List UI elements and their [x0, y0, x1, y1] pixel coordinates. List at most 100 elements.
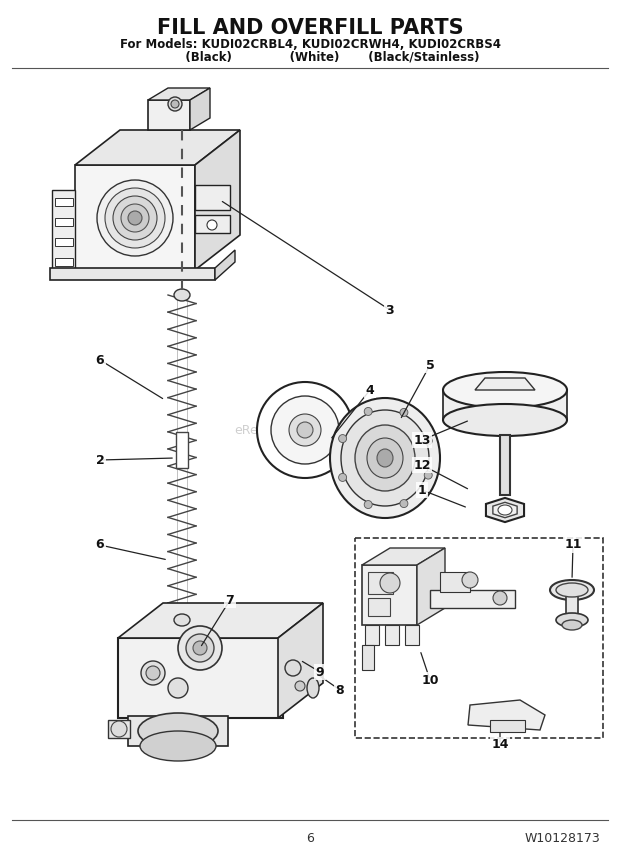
Polygon shape — [215, 250, 235, 280]
Text: For Models: KUDI02CRBL4, KUDI02CRWH4, KUDI02CRBS4: For Models: KUDI02CRBL4, KUDI02CRWH4, KU… — [120, 38, 500, 51]
Ellipse shape — [424, 437, 432, 445]
Text: 2: 2 — [95, 454, 104, 467]
Text: 10: 10 — [421, 674, 439, 687]
Text: eReplacementParts.com: eReplacementParts.com — [234, 424, 386, 437]
Polygon shape — [52, 190, 75, 270]
Bar — [75, 165, 195, 270]
Ellipse shape — [424, 471, 432, 479]
Polygon shape — [190, 88, 210, 130]
Text: 6: 6 — [306, 831, 314, 845]
Ellipse shape — [443, 404, 567, 436]
Bar — [55, 238, 73, 246]
Ellipse shape — [193, 641, 207, 655]
Bar — [405, 625, 419, 645]
Polygon shape — [443, 390, 567, 420]
Text: 4: 4 — [366, 383, 374, 396]
Ellipse shape — [121, 204, 149, 232]
Ellipse shape — [443, 372, 567, 408]
Ellipse shape — [105, 188, 165, 248]
Bar — [368, 572, 393, 594]
Bar — [50, 268, 215, 280]
Bar — [430, 590, 515, 608]
Polygon shape — [195, 130, 240, 270]
Ellipse shape — [367, 438, 403, 478]
Ellipse shape — [174, 614, 190, 626]
Ellipse shape — [178, 626, 222, 670]
Ellipse shape — [330, 398, 440, 518]
Polygon shape — [75, 130, 240, 165]
Ellipse shape — [140, 731, 216, 761]
Polygon shape — [486, 498, 524, 522]
Ellipse shape — [128, 211, 142, 225]
Ellipse shape — [295, 681, 305, 691]
Bar — [108, 720, 130, 738]
Ellipse shape — [97, 180, 173, 256]
Ellipse shape — [289, 414, 321, 446]
Ellipse shape — [285, 660, 301, 676]
Bar — [55, 258, 73, 266]
Bar — [55, 198, 73, 206]
Ellipse shape — [174, 289, 190, 301]
Ellipse shape — [498, 505, 512, 515]
Text: 3: 3 — [386, 304, 394, 317]
Ellipse shape — [113, 196, 157, 240]
Ellipse shape — [400, 500, 408, 508]
Text: 1: 1 — [418, 484, 427, 496]
Ellipse shape — [146, 666, 160, 680]
Ellipse shape — [271, 396, 339, 464]
Bar — [195, 215, 230, 233]
Polygon shape — [468, 700, 545, 730]
Ellipse shape — [562, 620, 582, 630]
Bar — [362, 565, 417, 625]
Ellipse shape — [207, 220, 217, 230]
Polygon shape — [148, 88, 210, 100]
Bar — [385, 625, 399, 645]
Text: 9: 9 — [316, 665, 324, 679]
Polygon shape — [118, 603, 323, 638]
Bar — [566, 590, 578, 620]
Polygon shape — [278, 603, 323, 718]
Ellipse shape — [550, 580, 594, 600]
Ellipse shape — [556, 613, 588, 627]
Ellipse shape — [168, 678, 188, 698]
Text: 13: 13 — [414, 433, 431, 447]
Ellipse shape — [168, 97, 182, 111]
Polygon shape — [475, 378, 535, 390]
Ellipse shape — [556, 583, 588, 597]
Ellipse shape — [364, 501, 372, 508]
Text: FILL AND OVERFILL PARTS: FILL AND OVERFILL PARTS — [157, 18, 463, 38]
Text: 7: 7 — [226, 593, 234, 607]
Bar — [195, 185, 230, 210]
Ellipse shape — [171, 100, 179, 108]
Bar — [118, 638, 283, 718]
Ellipse shape — [380, 573, 400, 593]
Bar — [362, 645, 374, 670]
Ellipse shape — [364, 407, 372, 415]
Ellipse shape — [307, 678, 319, 698]
Ellipse shape — [400, 408, 408, 416]
Bar — [176, 432, 188, 468]
Ellipse shape — [186, 634, 214, 662]
Text: 6: 6 — [95, 354, 104, 366]
Text: (Black)              (White)       (Black/Stainless): (Black) (White) (Black/Stainless) — [140, 50, 480, 63]
Ellipse shape — [355, 425, 415, 491]
Ellipse shape — [493, 591, 507, 605]
Text: 5: 5 — [425, 359, 435, 372]
Ellipse shape — [377, 449, 393, 467]
Text: 14: 14 — [491, 739, 509, 752]
Bar — [128, 716, 228, 746]
FancyBboxPatch shape — [355, 538, 603, 738]
Bar — [440, 572, 470, 592]
Ellipse shape — [341, 410, 429, 506]
Text: W10128173: W10128173 — [525, 831, 600, 845]
Ellipse shape — [462, 572, 478, 588]
Ellipse shape — [138, 713, 218, 749]
Polygon shape — [417, 548, 445, 625]
Ellipse shape — [141, 661, 165, 685]
Polygon shape — [362, 548, 445, 565]
Text: 8: 8 — [335, 683, 344, 697]
Bar — [148, 100, 190, 130]
Polygon shape — [493, 502, 517, 518]
Bar — [55, 218, 73, 226]
Bar — [368, 598, 390, 616]
